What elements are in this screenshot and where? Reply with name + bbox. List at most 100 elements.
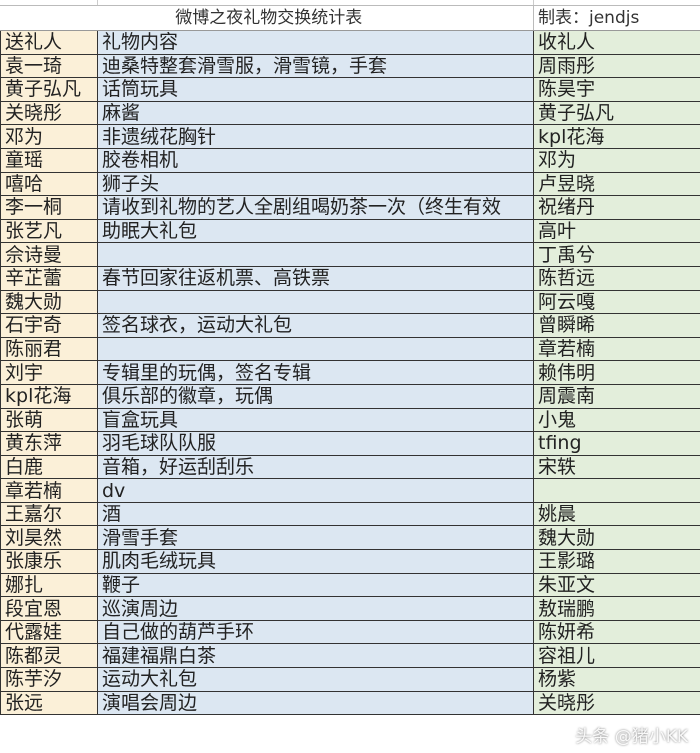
cell-receiver[interactable]: 朱亚文 [533, 572, 700, 598]
cell-gift[interactable] [97, 289, 534, 315]
cell-gift[interactable]: 自己做的葫芦手环 [97, 619, 534, 645]
cell-receiver[interactable]: 章若楠 [533, 336, 700, 362]
cell-giver[interactable]: 佘诗曼 [0, 242, 98, 267]
cell-giver[interactable]: kpl花海 [0, 383, 98, 409]
table-maker[interactable]: 制表：jendjs [533, 6, 700, 31]
cell-giver[interactable]: 陈丽君 [0, 336, 98, 362]
table-row: 代露娃 自己做的葫芦手环 陈妍希 [0, 619, 700, 645]
cell-gift[interactable]: 助眠大礼包 [97, 218, 534, 244]
header-row: 送礼人 礼物内容 收礼人 [0, 30, 700, 55]
cell-giver[interactable]: 陈都灵 [0, 643, 98, 669]
cell-gift[interactable]: 肌肉毛绒玩具 [97, 549, 534, 574]
cell-receiver[interactable]: 祝绪丹 [533, 195, 700, 220]
header-giver[interactable]: 送礼人 [0, 30, 98, 55]
cell-giver[interactable]: 辛芷蕾 [0, 265, 98, 291]
cell-giver[interactable]: 张康乐 [0, 549, 98, 574]
cell-giver[interactable]: 张远 [0, 690, 98, 716]
cell-gift[interactable]: 音箱，好运刮刮乐 [97, 454, 534, 480]
cell-gift[interactable] [97, 336, 534, 362]
cell-giver[interactable]: 刘宇 [0, 360, 98, 385]
cell-giver[interactable]: 张萌 [0, 407, 98, 433]
cell-receiver[interactable]: 姚晨 [533, 501, 700, 527]
cell-gift[interactable] [97, 242, 534, 267]
cell-giver[interactable]: 邓为 [0, 124, 98, 149]
cell-receiver[interactable]: 周震南 [533, 383, 700, 409]
cell-receiver[interactable]: kpl花海 [533, 124, 700, 149]
cell-receiver[interactable] [533, 478, 700, 503]
cell-receiver[interactable]: 邓为 [533, 147, 700, 173]
table-row: 章若楠 dv [0, 478, 700, 503]
table-row: 陈丽君 章若楠 [0, 336, 700, 362]
table-row: 张康乐 肌肉毛绒玩具 王影璐 [0, 549, 700, 574]
cell-receiver[interactable]: 陈昊宇 [533, 77, 700, 102]
cell-gift[interactable]: 羽毛球队队服 [97, 431, 534, 456]
cell-giver[interactable]: 段宜恩 [0, 596, 98, 621]
cell-receiver[interactable]: 宋轶 [533, 454, 700, 480]
table-row: 李一桐 请收到礼物的艺人全剧组喝奶茶一次（终生有效 祝绪丹 [0, 195, 700, 220]
cell-receiver[interactable]: 容祖儿 [533, 643, 700, 669]
table-row: 段宜恩 巡演周边 敖瑞鹏 [0, 596, 700, 621]
cell-giver[interactable]: 黄东萍 [0, 431, 98, 456]
cell-giver[interactable]: 张艺凡 [0, 218, 98, 244]
cell-giver[interactable]: 石宇奇 [0, 313, 98, 338]
cell-gift[interactable]: 签名球衣，运动大礼包 [97, 313, 534, 338]
cell-giver[interactable]: 魏大勋 [0, 289, 98, 315]
cell-gift[interactable]: 巡演周边 [97, 596, 534, 621]
cell-giver[interactable]: 黄子弘凡 [0, 77, 98, 102]
cell-gift[interactable]: 盲盒玩具 [97, 407, 534, 433]
cell-giver[interactable]: 王嘉尔 [0, 501, 98, 527]
cell-giver[interactable]: 娜扎 [0, 572, 98, 598]
header-gift[interactable]: 礼物内容 [97, 30, 534, 55]
cell-giver[interactable]: 章若楠 [0, 478, 98, 503]
cell-giver[interactable]: 童瑶 [0, 147, 98, 173]
cell-gift[interactable]: 运动大礼包 [97, 667, 534, 692]
cell-receiver[interactable]: 周雨彤 [533, 53, 700, 79]
cell-receiver[interactable]: 关晓彤 [533, 690, 700, 716]
cell-receiver[interactable]: 卢昱晓 [533, 171, 700, 197]
cell-gift[interactable]: 麻酱 [97, 100, 534, 126]
table-row: 袁一琦 迪桑特整套滑雪服，滑雪镜，手套 周雨彤 [0, 53, 700, 79]
cell-gift[interactable]: dv [97, 478, 534, 503]
cell-gift[interactable]: 专辑里的玩偶，签名专辑 [97, 360, 534, 385]
cell-gift[interactable]: 请收到礼物的艺人全剧组喝奶茶一次（终生有效 [97, 195, 534, 220]
cell-gift[interactable]: 酒 [97, 501, 534, 527]
cell-receiver[interactable]: 杨紫 [533, 667, 700, 692]
cell-receiver[interactable]: 赖伟明 [533, 360, 700, 385]
cell-gift[interactable]: 鞭子 [97, 572, 534, 598]
cell-giver[interactable]: 袁一琦 [0, 53, 98, 79]
cell-gift[interactable]: 狮子头 [97, 171, 534, 197]
cell-giver[interactable]: 嘻哈 [0, 171, 98, 197]
cell-receiver[interactable]: 魏大勋 [533, 525, 700, 551]
cell-receiver[interactable]: 敖瑞鹏 [533, 596, 700, 621]
cell-receiver[interactable]: 丁禹兮 [533, 242, 700, 267]
cell-gift[interactable]: 春节回家往返机票、高铁票 [97, 265, 534, 291]
cell-receiver[interactable]: 曾瞬晞 [533, 313, 700, 338]
cell-giver[interactable]: 关晓彤 [0, 100, 98, 126]
cell-receiver[interactable]: 小鬼 [533, 407, 700, 433]
header-receiver[interactable]: 收礼人 [533, 30, 700, 55]
cell-gift[interactable]: 话筒玩具 [97, 77, 534, 102]
cell-gift[interactable]: 迪桑特整套滑雪服，滑雪镜，手套 [97, 53, 534, 79]
cell-giver[interactable]: 代露娃 [0, 619, 98, 645]
cell-receiver[interactable]: 王影璐 [533, 549, 700, 574]
cell-gift[interactable]: 非遗绒花胸针 [97, 124, 534, 149]
cell-receiver[interactable]: tfing [533, 431, 700, 456]
cell-receiver[interactable]: 陈哲远 [533, 265, 700, 291]
cell-gift[interactable]: 滑雪手套 [97, 525, 534, 551]
cell-receiver[interactable]: 黄子弘凡 [533, 100, 700, 126]
cell-giver[interactable]: 刘昊然 [0, 525, 98, 551]
cell-gift[interactable]: 胶卷相机 [97, 147, 534, 173]
cell-receiver[interactable]: 陈妍希 [533, 619, 700, 645]
cell-receiver[interactable]: 高叶 [533, 218, 700, 244]
cell-gift[interactable]: 演唱会周边 [97, 690, 534, 716]
cell-receiver[interactable]: 阿云嘎 [533, 289, 700, 315]
cell-gift[interactable]: 福建福鼎白茶 [97, 643, 534, 669]
cell-gift[interactable]: 俱乐部的徽章，玩偶 [97, 383, 534, 409]
cell-giver[interactable]: 白鹿 [0, 454, 98, 480]
table-row: 黄子弘凡 话筒玩具 陈昊宇 [0, 77, 700, 102]
table-row: 刘宇 专辑里的玩偶，签名专辑 赖伟明 [0, 360, 700, 385]
table-title[interactable]: 微博之夜礼物交换统计表 [0, 6, 534, 31]
cell-giver[interactable]: 李一桐 [0, 195, 98, 220]
table-row: 张远 演唱会周边 关晓彤 [0, 690, 700, 716]
cell-giver[interactable]: 陈芋汐 [0, 667, 98, 692]
